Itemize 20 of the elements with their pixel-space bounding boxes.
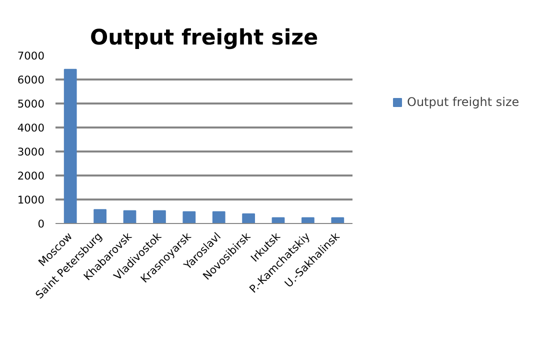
bar (182, 211, 196, 224)
chart-title: Output freight size (90, 26, 318, 50)
bar (212, 211, 226, 224)
y-tick-label: 7000 (17, 50, 45, 62)
bar (64, 68, 77, 224)
legend-label: Output freight size (407, 95, 520, 109)
y-tick-label: 1000 (17, 194, 45, 206)
bar (331, 217, 344, 224)
bar (272, 217, 285, 224)
bar (123, 210, 136, 224)
y-tick-label: 4000 (17, 122, 45, 134)
y-tick-label: 2000 (17, 170, 45, 182)
y-tick-label: 5000 (17, 98, 45, 110)
bar (302, 217, 314, 224)
y-tick-label: 3000 (17, 146, 45, 158)
y-tick-label: 0 (38, 218, 45, 230)
bar (242, 213, 255, 224)
y-tick-label: 6000 (17, 74, 45, 86)
bar (153, 210, 166, 224)
bar (94, 209, 106, 224)
